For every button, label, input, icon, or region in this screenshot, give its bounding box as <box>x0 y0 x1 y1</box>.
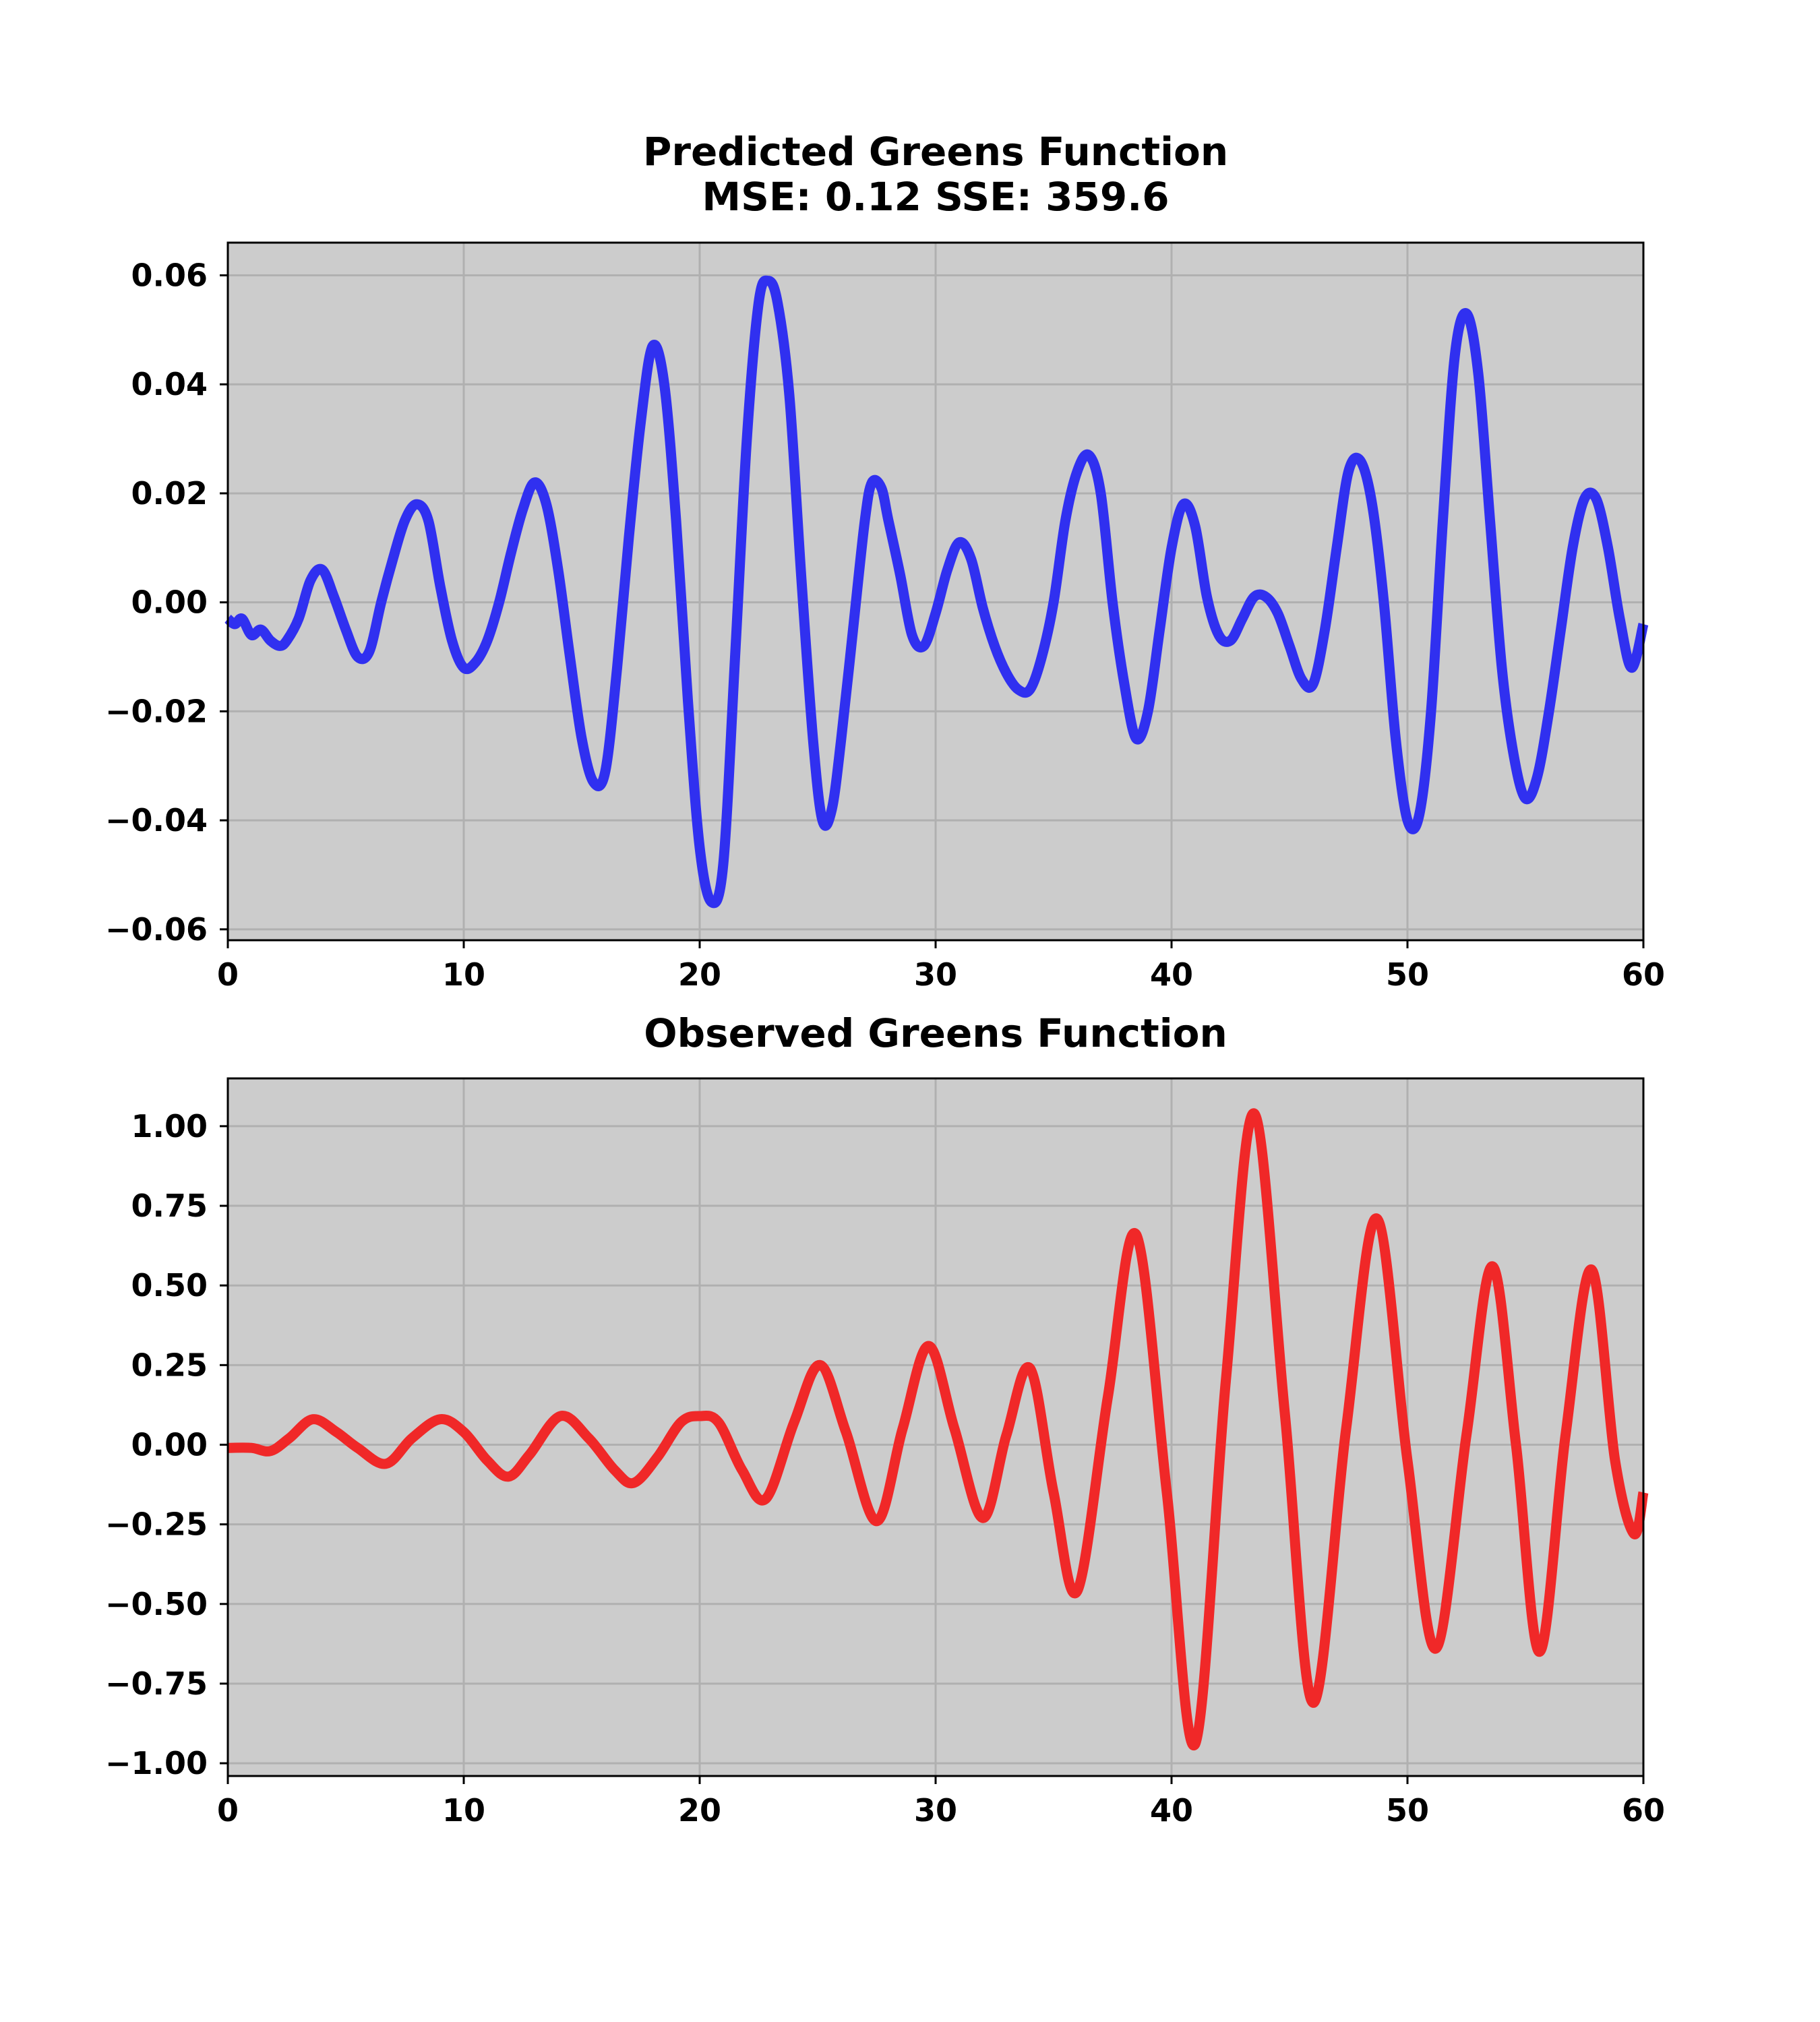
x-tick-label: 60 <box>1622 956 1665 993</box>
y-tick-label: 0.75 <box>131 1188 208 1224</box>
y-tick-label: 0.25 <box>131 1347 208 1383</box>
chart-title-line: MSE: 0.12 SSE: 359.6 <box>702 174 1169 220</box>
y-tick-label: 0.02 <box>131 475 208 512</box>
chart-title-line: Predicted Greens Function <box>643 129 1228 175</box>
y-tick-label: −1.00 <box>105 1745 208 1781</box>
y-tick-label: −0.50 <box>105 1586 208 1622</box>
x-tick-label: 50 <box>1386 956 1429 993</box>
x-tick-label: 30 <box>914 956 957 993</box>
y-tick-label: −0.25 <box>105 1506 208 1543</box>
x-tick-label: 10 <box>442 1792 485 1829</box>
y-tick-label: −0.04 <box>105 802 208 838</box>
y-tick-label: 1.00 <box>131 1108 208 1144</box>
x-tick-label: 40 <box>1150 1792 1193 1829</box>
y-tick-label: 0.50 <box>131 1267 208 1304</box>
x-tick-label: 20 <box>678 1792 721 1829</box>
x-tick-label: 20 <box>678 956 721 993</box>
x-tick-label: 10 <box>442 956 485 993</box>
y-tick-label: −0.02 <box>105 693 208 729</box>
y-tick-label: −0.75 <box>105 1665 208 1702</box>
x-tick-label: 30 <box>914 1792 957 1829</box>
series-line-0 <box>224 275 1649 909</box>
x-tick-label: 40 <box>1150 956 1193 993</box>
predicted-greens-function-plot: 0 10 20 30 40 50 60 0.06 0.04 0.02 0.00 −0.02 −0.04 −… <box>105 129 1665 993</box>
y-tick-label: −0.06 <box>105 911 208 948</box>
x-tick-label: 60 <box>1622 1792 1665 1829</box>
chart-title-line: Observed Greens Function <box>644 1010 1227 1056</box>
y-tick-label: 0.06 <box>131 257 208 294</box>
x-tick-label: 0 <box>217 1792 239 1829</box>
series-line-0 <box>227 1108 1649 1751</box>
y-tick-label: 0.04 <box>131 366 208 402</box>
y-tick-label: 0.00 <box>131 584 208 621</box>
x-tick-label: 50 <box>1386 1792 1429 1829</box>
observed-greens-function-plot: 0 10 20 30 40 50 60 1.00 0.75 0.50 0.25 0.00 −0.25 −0… <box>105 1010 1665 1829</box>
y-tick-label: 0.00 <box>131 1426 208 1463</box>
x-tick-label: 0 <box>217 956 239 993</box>
